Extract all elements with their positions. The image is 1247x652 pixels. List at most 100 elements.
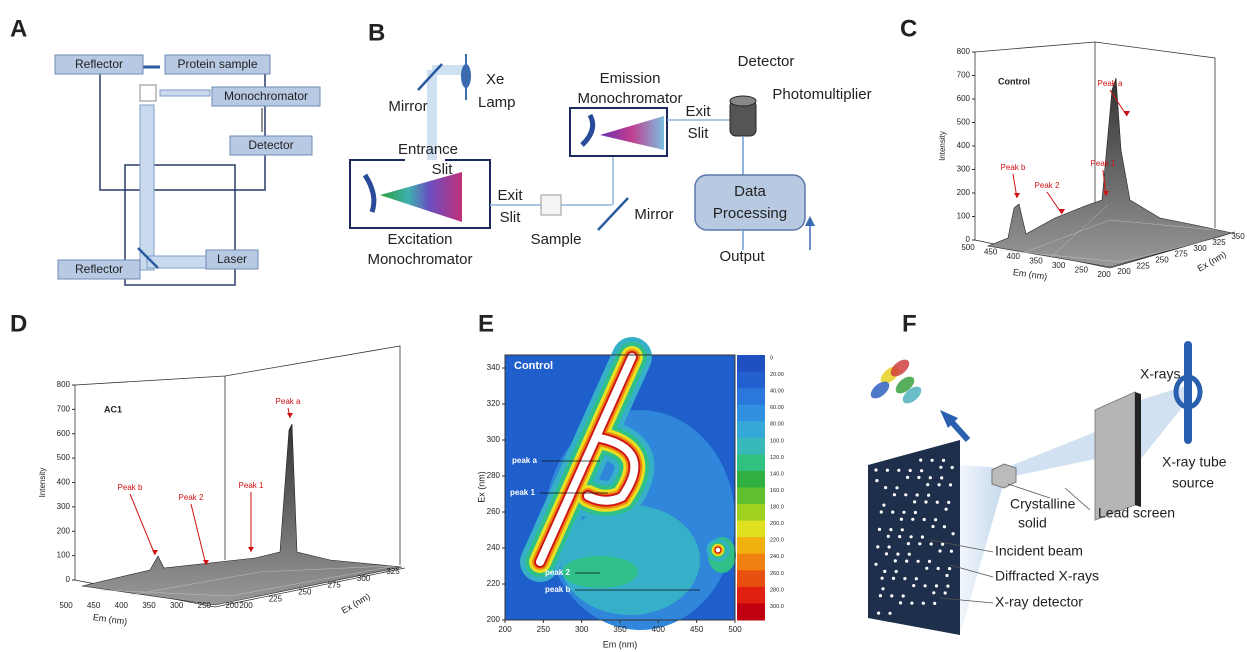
annotation: peak 1: [510, 488, 535, 497]
diffraction-spot: [930, 542, 933, 545]
colorbar-label: 120.0: [770, 455, 784, 461]
colorbar-label: 160.0: [770, 488, 784, 494]
diffraction-spot: [943, 525, 946, 528]
plot-title: AC1: [104, 404, 122, 414]
diffraction-spot: [947, 501, 950, 504]
diffraction-spot: [945, 508, 948, 511]
diffraction-spot: [938, 483, 941, 486]
panel-label: D: [10, 310, 27, 337]
annotation: Peak 1: [1091, 159, 1116, 168]
tick-label: 500: [57, 453, 71, 462]
diffraction-spot: [935, 584, 938, 587]
colorbar-cell: [737, 570, 765, 587]
diffraction-spot: [874, 563, 877, 566]
diffraction-spot: [901, 528, 904, 531]
diffraction-spot: [886, 469, 889, 472]
diffraction-spot: [952, 532, 955, 535]
diffraction-spot: [894, 559, 897, 562]
diffraction-spot: [911, 518, 914, 521]
diffraction-spot: [914, 511, 917, 514]
tick-label: 450: [87, 601, 101, 610]
tick-label: 300: [575, 625, 589, 634]
panel-label: B: [368, 19, 385, 46]
arrow-head: [248, 547, 254, 552]
annotation: peak b: [545, 585, 570, 594]
colorbar-cell: [737, 521, 765, 538]
diffraction-spot: [910, 602, 913, 605]
colorbar-label: 240.0: [770, 554, 784, 560]
tick-label: 280: [487, 471, 501, 480]
diffraction-spot: [902, 594, 905, 597]
label: Slit: [688, 125, 710, 142]
tick-label: 250: [1075, 266, 1089, 275]
diffraction-spot: [885, 552, 888, 555]
annotation: Peak 2: [179, 493, 204, 502]
tick-label: 400: [957, 141, 971, 150]
label: Diffracted X-rays: [995, 568, 1099, 584]
tick-label: 300: [1052, 261, 1066, 270]
label: Monochromator: [577, 90, 682, 107]
diffraction-spot: [944, 591, 947, 594]
grating: [365, 175, 374, 212]
diffraction-spot: [895, 570, 898, 573]
colorbar-label: 200.0: [770, 521, 784, 527]
diffraction-spot: [910, 535, 913, 538]
tick-label: 200: [1097, 270, 1111, 279]
diffraction-spot: [916, 493, 919, 496]
tick-label: 0: [66, 575, 71, 584]
label: solid: [1018, 515, 1047, 531]
tick-label: 350: [613, 625, 627, 634]
panel-label: E: [478, 310, 494, 337]
diffraction-spot: [936, 501, 939, 504]
annotation: Peak 1: [239, 481, 264, 490]
tick-label: 350: [142, 601, 156, 610]
label: Reflector: [75, 262, 123, 276]
annotation: Peak 2: [1035, 181, 1060, 190]
label: Detector: [248, 138, 293, 152]
label: Excitation: [387, 231, 452, 248]
diffraction-spot: [939, 466, 942, 469]
tick-label: 260: [487, 507, 501, 516]
diffraction-spot: [906, 476, 909, 479]
diffraction-spot: [882, 504, 885, 507]
colorbar-cell: [737, 438, 765, 455]
tick-label: 275: [328, 581, 342, 590]
sample-cell: [541, 195, 561, 215]
colorbar-label: 60.00: [770, 405, 784, 411]
tick-label: 275: [1174, 250, 1188, 259]
annotation: peak a: [512, 456, 537, 465]
colorbar-cell: [737, 554, 765, 571]
tick-label: 250: [537, 625, 551, 634]
tick-label: 300: [957, 165, 971, 174]
diffraction-spot: [949, 483, 952, 486]
label: Monochromator: [367, 251, 472, 268]
label: X-ray tube: [1162, 454, 1227, 470]
colorbar-cell: [737, 405, 765, 422]
colorbar-cell: [737, 372, 765, 389]
label: Processing: [713, 205, 787, 222]
tick-label: 400: [1007, 252, 1021, 261]
diffraction-spot: [912, 584, 915, 587]
surface: [82, 424, 402, 605]
label: Emission: [600, 70, 661, 87]
colorbar-cell: [737, 537, 765, 554]
diffraction-spot: [889, 528, 892, 531]
tick-label: 600: [57, 429, 71, 438]
tick-label: 250: [1155, 255, 1169, 264]
axis-label: Ex (nm): [340, 591, 372, 615]
tick-label: 225: [1136, 261, 1150, 270]
diffraction-spot: [923, 518, 926, 521]
figure: AReflectorProtein sampleMonochromatorDet…: [0, 0, 1247, 652]
diffraction-spot: [928, 560, 931, 563]
surface: [988, 78, 1232, 267]
page: AReflectorProtein sampleMonochromatorDet…: [0, 0, 1247, 652]
tick-label: 350: [1029, 257, 1043, 266]
panel-label: C: [900, 15, 917, 42]
panel-label: A: [10, 15, 27, 42]
beam: [1140, 385, 1188, 460]
tick-label: 240: [487, 543, 501, 552]
axis-label: Ex (nm): [476, 471, 486, 503]
diffraction-spot: [898, 535, 901, 538]
tick-label: 700: [957, 71, 971, 80]
beam: [160, 90, 210, 96]
